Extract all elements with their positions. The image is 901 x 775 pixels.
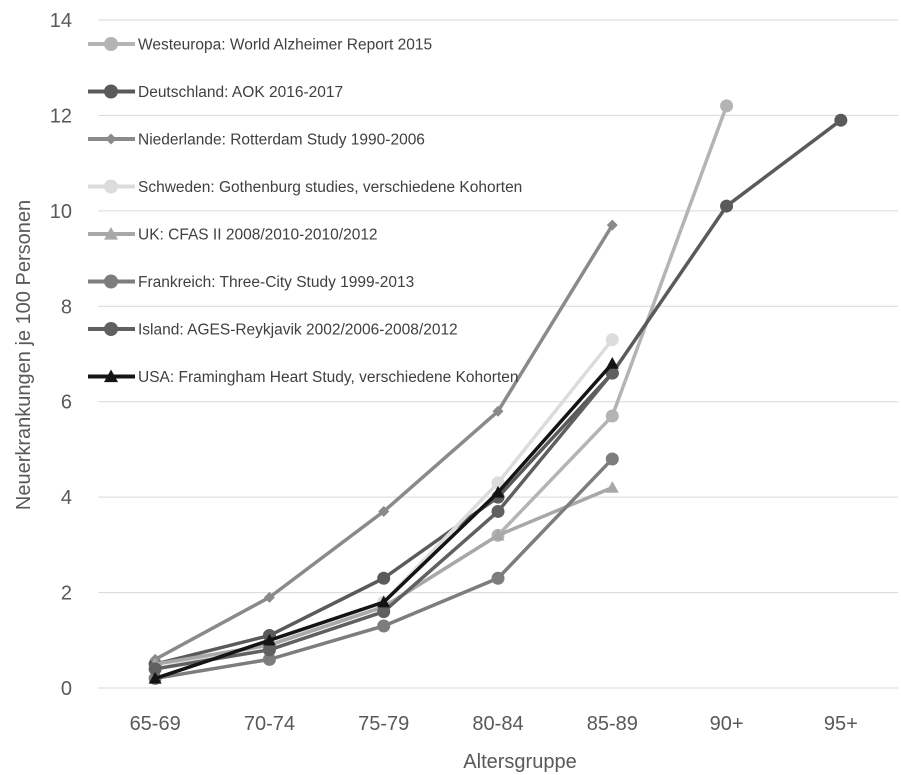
data-point <box>606 219 618 231</box>
data-point <box>378 505 390 517</box>
legend-label: Westeuropa: World Alzheimer Report 2015 <box>138 37 432 54</box>
data-point <box>104 179 118 194</box>
data-point <box>605 357 619 369</box>
series-line <box>149 219 618 665</box>
x-axis-title: Altersgruppe <box>463 751 576 773</box>
y-tick-labels: 0 2 4 6 8 10 12 14 <box>50 10 72 700</box>
legend-entry: Niederlande: Rotterdam Study 1990-2006 <box>88 132 425 149</box>
data-point <box>104 322 118 336</box>
x-tick-label: 75-79 <box>358 713 409 735</box>
legend-entry: Schweden: Gothenburg studies, verschiede… <box>88 179 522 196</box>
y-axis-title: Neuerkrankungen je 100 Personen <box>13 200 35 510</box>
x-tick-label: 85-89 <box>587 713 638 735</box>
data-point <box>377 605 391 619</box>
y-tick-label: 0 <box>61 678 72 700</box>
data-point <box>605 409 619 423</box>
x-tick-label: 95+ <box>824 713 858 735</box>
data-point <box>720 99 734 113</box>
series-line <box>148 366 619 676</box>
data-point <box>105 133 117 145</box>
y-tick-label: 14 <box>50 10 72 32</box>
data-point <box>491 504 505 518</box>
legend-label: Schweden: Gothenburg studies, verschiede… <box>138 179 522 196</box>
y-tick-label: 6 <box>61 392 72 414</box>
data-point <box>262 643 276 657</box>
data-point <box>104 37 118 51</box>
data-point <box>104 369 118 383</box>
data-point <box>377 571 391 585</box>
legend-label: USA: Framingham Heart Study, verschieden… <box>138 369 519 386</box>
x-tick-label: 70-74 <box>244 713 295 735</box>
series-lines <box>148 99 848 685</box>
legend-label: Frankreich: Three-City Study 1999-2013 <box>138 274 414 291</box>
series-line <box>148 452 619 685</box>
data-point <box>377 619 391 633</box>
series-line <box>148 357 619 684</box>
x-tick-labels: 65-69 70-74 75-79 80-84 85-89 90+ 95+ <box>130 713 858 735</box>
data-point <box>605 333 619 347</box>
y-tick-label: 12 <box>50 105 72 127</box>
data-point <box>263 591 275 603</box>
data-point <box>720 199 734 213</box>
legend-entry: Westeuropa: World Alzheimer Report 2015 <box>88 37 432 54</box>
data-point <box>834 113 848 127</box>
data-point <box>104 84 118 99</box>
data-point <box>491 528 505 541</box>
legend-entry: Deutschland: AOK 2016-2017 <box>88 84 343 101</box>
data-point <box>148 662 162 676</box>
legend-label: Deutschland: AOK 2016-2017 <box>138 84 343 101</box>
x-tick-label: 80-84 <box>472 713 523 735</box>
data-point <box>492 405 504 417</box>
data-point <box>491 571 505 585</box>
legend-entry: USA: Framingham Heart Study, verschieden… <box>88 369 519 386</box>
y-tick-label: 8 <box>61 296 72 318</box>
data-point <box>104 274 118 289</box>
y-tick-label: 2 <box>61 583 72 605</box>
data-point <box>262 633 276 646</box>
legend-entry: Frankreich: Three-City Study 1999-2013 <box>88 274 414 291</box>
x-tick-label: 90+ <box>710 713 744 735</box>
data-point <box>605 481 619 493</box>
data-point <box>104 227 118 240</box>
y-tick-label: 10 <box>50 201 72 223</box>
data-point <box>148 671 162 684</box>
legend-label: UK: CFAS II 2008/2010-2010/2012 <box>138 227 378 244</box>
y-tick-label: 4 <box>61 487 72 509</box>
data-point <box>491 485 505 498</box>
data-point <box>605 452 619 466</box>
legend: Westeuropa: World Alzheimer Report 2015 D… <box>88 37 522 386</box>
data-point <box>377 595 391 608</box>
legend-label: Island: AGES-Reykjavik 2002/2006-2008/20… <box>138 322 458 339</box>
x-tick-label: 65-69 <box>130 713 181 735</box>
data-point <box>262 652 276 666</box>
legend-label: Niederlande: Rotterdam Study 1990-2006 <box>138 132 425 149</box>
legend-entry: Island: AGES-Reykjavik 2002/2006-2008/20… <box>88 322 458 339</box>
gridlines <box>98 19 898 689</box>
legend-entry: UK: CFAS II 2008/2010-2010/2012 <box>88 227 378 244</box>
series-line <box>148 113 848 671</box>
